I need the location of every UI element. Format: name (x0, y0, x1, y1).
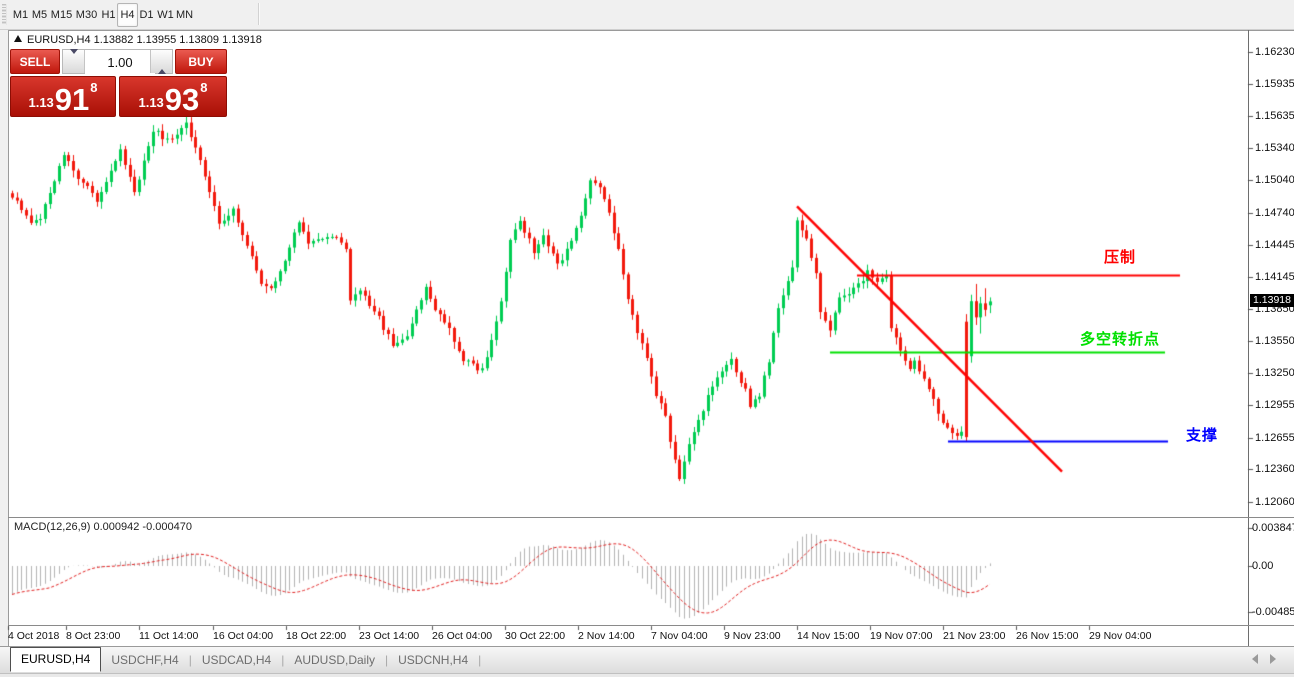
turning-point-annotation[interactable]: 多空转折点 (1080, 331, 1161, 348)
date-axis-label: 26 Nov 15:00 (1016, 630, 1079, 642)
sell-price-prefix: 1.13 (28, 95, 54, 110)
price-axis-tick: 1.15340 (1255, 142, 1294, 154)
macd-axis-tick: 0.00 (1252, 560, 1274, 572)
sell-price-pipette: 8 (90, 80, 98, 95)
chart-title: EURUSD,H4 1.13882 1.13955 1.13809 1.1391… (14, 34, 262, 46)
date-axis-label: 29 Nov 04:00 (1089, 630, 1152, 642)
price-axis-tick: 1.15635 (1255, 110, 1294, 122)
price-axis-tick: 1.12360 (1255, 463, 1294, 475)
date-axis-label: 4 Oct 2018 (8, 630, 60, 642)
macd-indicator-label: MACD(12,26,9) 0.000942 -0.000470 (14, 521, 192, 533)
date-axis-label: 11 Oct 14:00 (139, 630, 199, 642)
tab-scroll-left-icon[interactable] (1252, 654, 1258, 664)
support-annotation[interactable]: 支撑 (1186, 427, 1219, 444)
date-axis-label: 8 Oct 23:00 (66, 630, 121, 642)
price-axis-tick: 1.12060 (1255, 496, 1294, 508)
volume-spinner (62, 49, 173, 75)
price-axis-tick: 1.14145 (1255, 271, 1294, 283)
tab-separator: | (385, 653, 389, 667)
volume-increase-button[interactable] (150, 50, 172, 74)
tab-separator: | (478, 653, 482, 667)
date-axis-label: 9 Nov 23:00 (724, 630, 781, 642)
price-axis-tick: 1.12655 (1255, 432, 1294, 444)
price-axis-tick: 1.13550 (1255, 335, 1294, 347)
buy-price-pipette: 8 (200, 80, 208, 95)
resistance-annotation[interactable]: 压制 (1104, 249, 1137, 266)
chevron-down-icon (69, 49, 78, 69)
date-axis-label: 26 Oct 04:00 (432, 630, 493, 642)
buy-price-main: 93 (164, 81, 200, 117)
date-axis-label: 7 Nov 04:00 (651, 630, 708, 642)
date-axis-label: 2 Nov 14:00 (578, 630, 635, 642)
price-axis-tick: 1.15935 (1255, 78, 1294, 90)
date-axis-label: 30 Oct 22:00 (505, 630, 566, 642)
chart-tab-usdcnh-h4[interactable]: USDCNH,H4 (398, 653, 469, 667)
macd-axis-tick: -0.004856 (1252, 606, 1294, 618)
price-axis-tick: 1.15040 (1255, 174, 1294, 186)
sell-price-main: 91 (54, 81, 90, 117)
tab-separator: | (188, 653, 192, 667)
date-axis-label: 19 Nov 07:00 (870, 630, 933, 642)
macd-axis-tick: 0.003847 (1252, 522, 1294, 534)
volume-input[interactable] (85, 50, 155, 75)
price-axis-tick: 1.13250 (1255, 367, 1294, 379)
volume-decrease-button[interactable] (63, 49, 85, 73)
chart-tab-audusd-daily[interactable]: AUDUSD,Daily (294, 653, 375, 667)
chart-tab-usdchf-h4[interactable]: USDCHF,H4 (111, 653, 179, 667)
price-axis-tick: 1.14740 (1255, 207, 1294, 219)
date-axis-label: 16 Oct 04:00 (213, 630, 274, 642)
chart-tab-bar: EURUSD,H4 USDCHF,H4 | USDCAD,H4 | AUDUSD,Dail… (0, 646, 1294, 674)
price-axis-tick: 1.12955 (1255, 399, 1294, 411)
tab-scroll-controls (1252, 654, 1288, 666)
current-price-tag: 1.13918 (1250, 294, 1294, 307)
buy-price-prefix: 1.13 (138, 95, 164, 110)
date-axis-label: 18 Oct 22:00 (286, 630, 347, 642)
chart-tab-eurusd-h4[interactable]: EURUSD,H4 (10, 646, 102, 672)
date-axis-label: 14 Nov 15:00 (797, 630, 860, 642)
date-axis-label: 23 Oct 14:00 (359, 630, 420, 642)
buy-button[interactable]: BUY (175, 49, 227, 74)
date-axis-label: 21 Nov 23:00 (943, 630, 1006, 642)
sell-button[interactable]: SELL (10, 49, 60, 74)
chevron-up-icon (157, 54, 166, 74)
price-axis-tick: 1.16230 (1255, 46, 1294, 58)
tab-separator: | (281, 653, 285, 667)
collapse-triangle-icon[interactable] (14, 35, 22, 42)
chart-tabs: EURUSD,H4 USDCHF,H4 | USDCAD,H4 | AUDUSD,Dail… (10, 646, 482, 673)
buy-price-quote[interactable]: 1.13 93 8 (119, 76, 227, 117)
tab-scroll-right-icon[interactable] (1270, 654, 1276, 664)
price-axis-tick: 1.14445 (1255, 239, 1294, 251)
chart-tab-usdcad-h4[interactable]: USDCAD,H4 (201, 653, 272, 667)
sell-price-quote[interactable]: 1.13 91 8 (10, 76, 116, 117)
